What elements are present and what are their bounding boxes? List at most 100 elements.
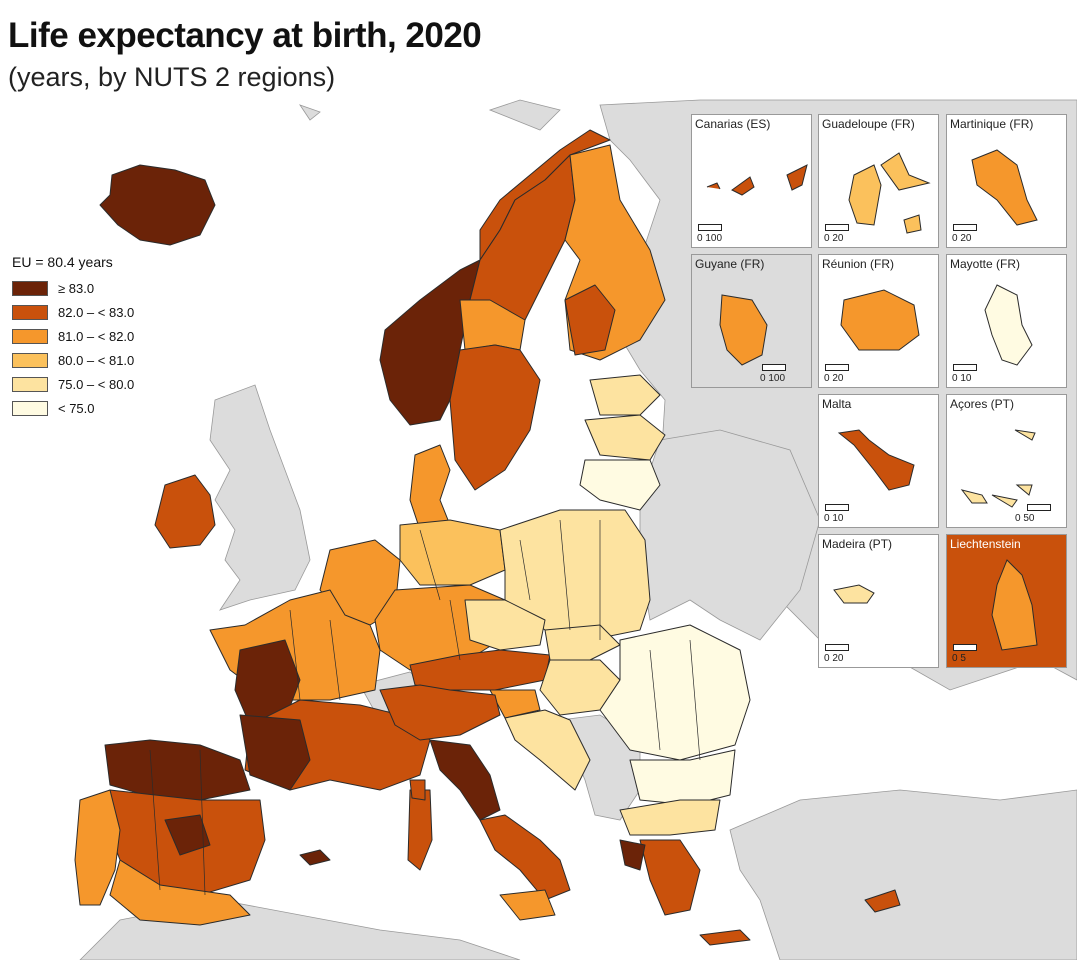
legend-swatch: [12, 352, 48, 368]
region-corsica: [409, 779, 426, 801]
scale-bar: [953, 224, 977, 231]
scale-bar: [825, 224, 849, 231]
inset-label: Mayotte (FR): [950, 257, 1021, 271]
scale-label: 0 20: [824, 233, 844, 244]
region-latvia: [584, 414, 666, 461]
inset-label: Canarias (ES): [695, 117, 771, 131]
legend-header: EU = 80.4 years: [12, 254, 113, 270]
region-italy-north: [379, 684, 501, 741]
legend-item: 75.0 – < 80.0: [12, 372, 134, 396]
inset-map: [971, 149, 1038, 226]
scale-bar: [825, 504, 849, 511]
inset-label: Açores (PT): [950, 397, 1015, 411]
region-sardinia: [407, 789, 433, 871]
inset-map: [833, 584, 875, 604]
region-poland: [499, 509, 651, 641]
scale-label: 0 100: [697, 233, 723, 244]
inset-map: [991, 559, 1038, 651]
inset-madeira-pt: Madeira (PT) 0 20: [818, 534, 939, 668]
inset-region: [984, 284, 1033, 366]
inset-map: [719, 294, 768, 366]
region-italy-south: [479, 814, 571, 901]
norway-uk-sea-islands: [488, 99, 561, 131]
scale-bar: [825, 364, 849, 371]
legend-item: < 75.0: [12, 396, 134, 420]
region-italy-centre: [429, 739, 501, 821]
inset-map: [837, 429, 915, 491]
region-spain-south: [109, 859, 251, 926]
inset-a-ores-pt: Açores (PT) 0 50: [946, 394, 1067, 528]
inset-region: [719, 294, 768, 366]
region-greece-south: [639, 839, 701, 916]
region-lithuania: [579, 459, 661, 511]
region-estonia: [589, 374, 661, 416]
inset-label: Malta: [822, 397, 852, 411]
region-balearic: [299, 849, 331, 866]
nuts-borders: [149, 519, 701, 896]
inset-label: Martinique (FR): [950, 117, 1034, 131]
region-denmark: [409, 444, 451, 531]
scale-bar: [762, 364, 786, 371]
scale-bar: [1027, 504, 1051, 511]
inset-mayotte-fr: Mayotte (FR) 0 10: [946, 254, 1067, 388]
inset-label: Guadeloupe (FR): [822, 117, 915, 131]
inset-map: [706, 164, 808, 196]
region-croatia: [504, 709, 591, 791]
legend-label: 75.0 – < 80.0: [58, 376, 135, 392]
inset-r-union-fr: Réunion (FR) 0 20: [818, 254, 939, 388]
region-france-sw: [239, 714, 311, 791]
legend-swatch: [12, 376, 48, 392]
scale-label: 0 10: [952, 373, 972, 384]
choropleth-regions: [74, 129, 901, 946]
inset-region: [991, 559, 1038, 651]
scale-label: 0 100: [760, 373, 786, 384]
legend-item: 82.0 – < 83.0: [12, 300, 134, 324]
inset-label: Guyane (FR): [695, 257, 765, 271]
legend-item: 81.0 – < 82.0: [12, 324, 134, 348]
region-greece-epirus: [619, 839, 646, 871]
turkey: [729, 789, 1077, 960]
legend-item: 80.0 – < 81.0: [12, 348, 134, 372]
region-czechia: [464, 599, 546, 651]
region-slovakia: [544, 624, 621, 661]
legend-label: 81.0 – < 82.0: [58, 328, 135, 344]
greenland-east-coast: [299, 104, 321, 121]
inset-canarias-es: Canarias (ES) 0 100: [691, 114, 812, 248]
region-germany-north: [399, 519, 506, 586]
region-crete: [699, 929, 751, 946]
region-iceland: [99, 164, 216, 246]
inset-guyane-fr: Guyane (FR) 0 100: [691, 254, 812, 388]
region-cyprus: [864, 889, 901, 913]
inset-region: [833, 584, 875, 604]
inset-region: [848, 152, 931, 234]
inset-martinique-fr: Martinique (FR) 0 20: [946, 114, 1067, 248]
legend-swatch: [12, 280, 48, 296]
great-britain: [209, 384, 311, 611]
legend-label: 80.0 – < 81.0: [58, 352, 135, 368]
legend-swatch: [12, 400, 48, 416]
inset-liechtenstein: Liechtenstein 0 5: [946, 534, 1067, 668]
legend-label: 82.0 – < 83.0: [58, 304, 135, 320]
region-romania: [599, 624, 751, 761]
region-sicily: [499, 889, 556, 921]
scale-bar: [698, 224, 722, 231]
legend-item: ≥ 83.0: [12, 276, 134, 300]
inset-map: [960, 429, 1036, 508]
inset-guadeloupe-fr: Guadeloupe (FR) 0 20: [818, 114, 939, 248]
region-finland-west: [564, 284, 616, 356]
inset-region: [960, 429, 1036, 508]
inset-label: Réunion (FR): [822, 257, 895, 271]
inset-map: [984, 284, 1033, 366]
map-title: Life expectancy at birth, 2020: [8, 16, 482, 55]
scale-label: 0 10: [824, 513, 844, 524]
inset-label: Madeira (PT): [822, 537, 893, 551]
region-sweden-south: [449, 344, 541, 491]
region-spain-north: [104, 739, 251, 801]
inset-region: [840, 289, 920, 351]
legend-swatch: [12, 304, 48, 320]
scale-bar: [953, 364, 977, 371]
inset-region: [706, 164, 808, 196]
region-spain-madrid: [164, 814, 211, 856]
region-greece-north: [619, 799, 721, 836]
scale-label: 0 50: [1015, 513, 1035, 524]
